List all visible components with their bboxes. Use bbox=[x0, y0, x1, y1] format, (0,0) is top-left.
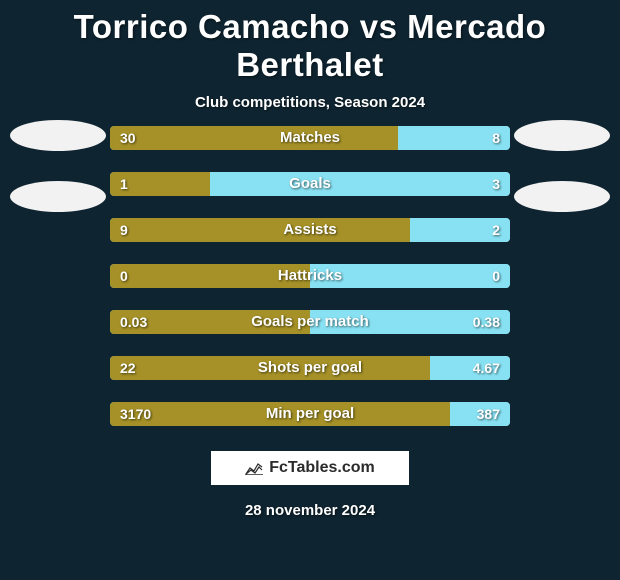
page-title: Torrico Camacho vs Mercado Berthalet bbox=[0, 0, 620, 84]
player2-value: 4.67 bbox=[473, 356, 500, 380]
stat-row: Matches30 8 bbox=[110, 126, 510, 150]
player2-badge-1 bbox=[514, 120, 610, 151]
chart-icon bbox=[245, 461, 263, 475]
date-text: 28 november 2024 bbox=[0, 502, 620, 519]
stat-label: Goals per match bbox=[110, 310, 510, 334]
player1-value: 1 bbox=[120, 172, 128, 196]
stat-label: Hattricks bbox=[110, 264, 510, 288]
player1-value: 3170 bbox=[120, 402, 151, 426]
player2-value: 0 bbox=[492, 264, 500, 288]
stat-label: Matches bbox=[110, 126, 510, 150]
comparison-chart: Matches30 8 Goals1 3 Assists9 2 Hattricks0 0 Goa… bbox=[110, 126, 510, 426]
stat-row: Shots per goal22 4.67 bbox=[110, 356, 510, 380]
player2-value: 2 bbox=[492, 218, 500, 242]
player2-badge-2 bbox=[514, 181, 610, 212]
player1-value: 30 bbox=[120, 126, 136, 150]
player1-value: 0 bbox=[120, 264, 128, 288]
stat-row: Goals1 3 bbox=[110, 172, 510, 196]
stat-row: Hattricks0 0 bbox=[110, 264, 510, 288]
stat-label: Assists bbox=[110, 218, 510, 242]
brand-logo[interactable]: FcTables.com bbox=[210, 450, 410, 486]
player1-badges bbox=[10, 120, 106, 212]
player2-value: 3 bbox=[492, 172, 500, 196]
stat-label: Shots per goal bbox=[110, 356, 510, 380]
player2-value: 387 bbox=[477, 402, 500, 426]
stat-label: Goals bbox=[110, 172, 510, 196]
player2-value: 0.38 bbox=[473, 310, 500, 334]
player2-value: 8 bbox=[492, 126, 500, 150]
player1-badge-1 bbox=[10, 120, 106, 151]
brand-text: FcTables.com bbox=[269, 459, 375, 477]
player1-value: 22 bbox=[120, 356, 136, 380]
player1-value: 9 bbox=[120, 218, 128, 242]
player1-badge-2 bbox=[10, 181, 106, 212]
stat-row: Goals per match0.03 0.38 bbox=[110, 310, 510, 334]
player2-badges bbox=[514, 120, 610, 212]
player1-value: 0.03 bbox=[120, 310, 147, 334]
stat-row: Min per goal3170 387 bbox=[110, 402, 510, 426]
stat-row: Assists9 2 bbox=[110, 218, 510, 242]
subtitle: Club competitions, Season 2024 bbox=[0, 94, 620, 111]
stat-label: Min per goal bbox=[110, 402, 510, 426]
